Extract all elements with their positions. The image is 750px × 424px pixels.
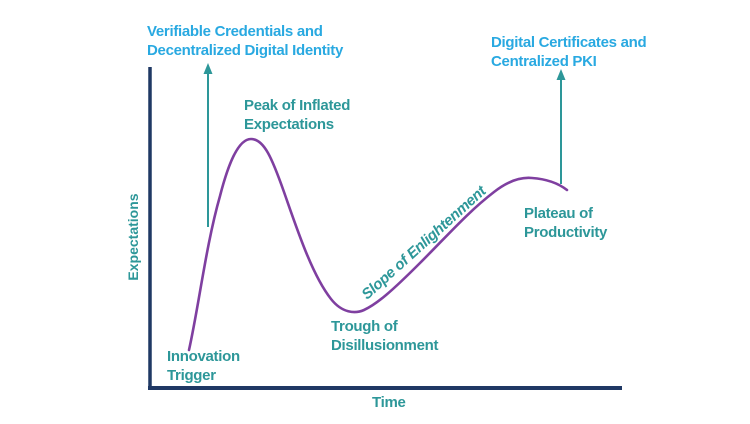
y-axis-label: Expectations (125, 193, 142, 281)
innovation-trigger-label: Innovation Trigger (167, 348, 240, 385)
dc-arrow-head-icon (556, 69, 566, 80)
x-axis-label: Time (372, 394, 406, 411)
verifiable-credentials-label: Verifiable Credentials and Decentralized… (147, 23, 344, 60)
verifiable-credentials-arrow (203, 63, 213, 227)
digital-certificates-label: Digital Certificates and Centralized PKI (491, 34, 647, 71)
plateau-of-productivity-label: Plateau of Productivity (524, 205, 608, 242)
vc-arrow-head-icon (203, 63, 213, 74)
hype-cycle-curve (187, 137, 569, 352)
digital-certificates-arrow (556, 69, 566, 184)
peak-of-inflated-expectations-label: Peak of Inflated Expectations (244, 97, 351, 134)
trough-of-disillusionment-label: Trough of Disillusionment (331, 318, 439, 355)
